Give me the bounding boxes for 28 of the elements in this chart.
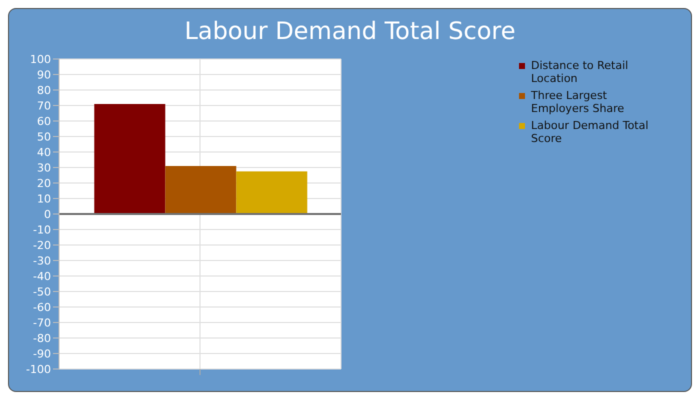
- legend-label: Labour Demand Total Score: [531, 119, 649, 145]
- bar: [94, 104, 166, 214]
- y-tick-label: 0: [44, 208, 51, 221]
- y-tick-label: 50: [37, 130, 51, 144]
- y-tick-label: 40: [37, 146, 51, 159]
- y-tick-label: -90: [33, 347, 51, 360]
- y-tick-label: -50: [33, 285, 51, 298]
- y-tick-label: -70: [33, 316, 51, 330]
- y-tick-label: 20: [37, 176, 51, 190]
- y-tick-label: 60: [37, 114, 51, 128]
- y-tick-label: -10: [33, 223, 51, 236]
- y-tick-label: 90: [37, 68, 51, 82]
- y-tick-label: -80: [33, 332, 51, 345]
- chart-title: Labour Demand Total Score: [183, 17, 516, 45]
- y-tick-label: -40: [33, 270, 51, 283]
- y-tick-label: -30: [33, 254, 51, 268]
- y-tick-label: 30: [37, 161, 51, 174]
- legend-label: Distance to Retail Location: [531, 59, 630, 85]
- y-tick-label: -100: [26, 362, 51, 376]
- y-tick-label: -20: [33, 238, 51, 252]
- legend-label: Three Largest Employers Share: [531, 89, 626, 115]
- y-tick-label: 80: [37, 84, 51, 97]
- y-tick-label: 70: [37, 99, 51, 112]
- y-tick-label: -60: [33, 300, 51, 314]
- bar: [236, 171, 308, 214]
- y-tick-label: 100: [30, 52, 51, 66]
- y-tick-label: 10: [37, 192, 51, 206]
- bar: [165, 166, 236, 214]
